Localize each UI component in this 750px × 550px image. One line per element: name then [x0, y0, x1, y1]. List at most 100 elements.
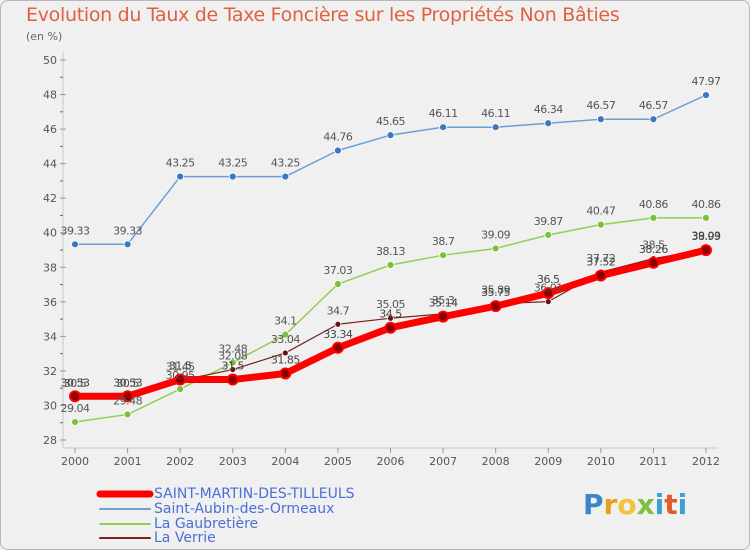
data-point-saint-martin-des-tilleuls-2004 — [279, 367, 292, 380]
x-tick-label-2011: 2011 — [639, 455, 667, 468]
legend-entry-la-verrie: La Verrie — [154, 530, 216, 546]
y-tick-label-34: 34 — [43, 330, 57, 343]
y-tick-label-48: 48 — [43, 89, 57, 102]
data-point-la-gaubretiere-2004 — [281, 330, 290, 339]
data-label-la-verrie-2000: 30.5 — [64, 377, 87, 390]
data-label-la-gaubretiere-2004: 34.1 — [274, 315, 297, 328]
data-label-saint-aubin-des-ormeaux-2005: 44.76 — [323, 131, 352, 144]
data-label-saint-martin-des-tilleuls-2010: 37.52 — [586, 256, 615, 269]
data-point-saint-martin-des-tilleuls-2010 — [594, 269, 607, 282]
data-label-saint-martin-des-tilleuls-2006: 34.5 — [379, 308, 402, 321]
legend-entry-la-gaubretiere: La Gaubretière — [154, 516, 259, 532]
data-point-saint-aubin-des-ormeaux-2012 — [702, 91, 710, 99]
data-label-la-verrie-2007: 35.3 — [432, 294, 455, 307]
data-point-saint-aubin-des-ormeaux-2000 — [71, 240, 79, 249]
data-point-la-verrie-2005 — [334, 320, 342, 328]
y-tick-label-28: 28 — [43, 434, 57, 447]
y-tick-label-36: 36 — [43, 296, 57, 309]
data-point-saint-aubin-des-ormeaux-2004 — [281, 172, 290, 181]
data-label-saint-aubin-des-ormeaux-2012: 47.97 — [692, 75, 721, 88]
data-point-saint-aubin-des-ormeaux-2005 — [334, 146, 342, 155]
data-point-saint-aubin-des-ormeaux-2001 — [123, 240, 132, 249]
data-label-la-verrie-2001: 30.5 — [116, 377, 139, 390]
y-tick-label-32: 32 — [43, 365, 57, 378]
y-unit-label: (en %) — [26, 30, 63, 43]
y-tick-label-44: 44 — [43, 158, 57, 171]
data-point-la-gaubretiere-2001 — [123, 410, 132, 419]
data-point-la-gaubretiere-2008 — [491, 244, 500, 253]
data-point-la-gaubretiere-2005 — [334, 280, 342, 288]
x-tick-label-2007: 2007 — [429, 455, 457, 468]
data-label-saint-aubin-des-ormeaux-2010: 46.57 — [586, 99, 615, 112]
data-point-la-verrie-2009 — [544, 298, 552, 306]
data-label-saint-aubin-des-ormeaux-2007: 46.11 — [429, 107, 458, 120]
data-label-la-gaubretiere-2005: 37.03 — [323, 264, 352, 277]
data-point-la-verrie-2003 — [229, 366, 237, 373]
data-point-saint-martin-des-tilleuls-2011 — [647, 256, 660, 269]
data-point-la-gaubretiere-2003 — [228, 358, 237, 367]
x-tick-label-2010: 2010 — [587, 455, 615, 468]
data-point-saint-martin-des-tilleuls-2006 — [384, 321, 397, 334]
data-point-saint-aubin-des-ormeaux-2002 — [176, 172, 185, 181]
data-point-saint-aubin-des-ormeaux-2006 — [386, 131, 395, 140]
data-label-saint-martin-des-tilleuls-2009: 36.5 — [537, 273, 560, 286]
data-point-saint-aubin-des-ormeaux-2008 — [491, 123, 500, 132]
chart-title: Evolution du Taux de Taxe Foncière sur l… — [26, 4, 620, 26]
data-label-saint-martin-des-tilleuls-2000: 30.53 — [61, 376, 90, 389]
data-label-la-verrie-2002: 31.45 — [166, 360, 195, 373]
x-tick-label-2009: 2009 — [534, 455, 562, 468]
data-point-saint-martin-des-tilleuls-2012 — [700, 244, 712, 257]
x-tick-label-2003: 2003 — [219, 455, 247, 468]
data-label-la-gaubretiere-2001: 29.48 — [113, 394, 142, 407]
y-tick-label-40: 40 — [43, 227, 57, 240]
data-label-saint-martin-des-tilleuls-2005: 33.34 — [323, 328, 352, 341]
data-point-saint-aubin-des-ormeaux-2010 — [596, 115, 605, 124]
data-label-la-verrie-2012: 39.03 — [692, 229, 721, 242]
x-tick-label-2006: 2006 — [377, 455, 405, 468]
data-point-saint-martin-des-tilleuls-2001 — [121, 390, 134, 403]
data-label-la-verrie-2004: 33.04 — [271, 333, 300, 346]
data-point-la-gaubretiere-2012 — [702, 213, 710, 222]
x-tick-label-2000: 2000 — [61, 455, 89, 468]
y-tick-label-30: 30 — [43, 399, 57, 412]
legend-entry-saint-aubin-des-ormeaux: Saint-Aubin-des-Ormeaux — [154, 501, 335, 517]
data-label-la-gaubretiere-2002: 30.95 — [166, 369, 195, 382]
x-tick-label-2005: 2005 — [324, 455, 352, 468]
data-label-la-verrie-2005: 34.7 — [327, 304, 350, 317]
data-point-saint-martin-des-tilleuls-2005 — [331, 341, 344, 354]
data-point-la-verrie-2004 — [281, 349, 289, 357]
data-label-la-verrie-2006: 35.05 — [376, 298, 405, 311]
data-label-saint-martin-des-tilleuls-2001: 30.53 — [113, 376, 142, 389]
data-point-saint-aubin-des-ormeaux-2003 — [228, 172, 237, 181]
data-label-saint-martin-des-tilleuls-2011: 38.26 — [639, 243, 668, 256]
data-point-saint-aubin-des-ormeaux-2009 — [544, 119, 553, 128]
data-label-la-gaubretiere-2000: 29.04 — [61, 402, 90, 415]
data-point-saint-martin-des-tilleuls-2007 — [437, 310, 450, 323]
y-tick-label-38: 38 — [43, 261, 57, 274]
data-label-saint-aubin-des-ormeaux-2008: 46.11 — [481, 107, 510, 120]
x-tick-label-2002: 2002 — [166, 455, 194, 468]
x-tick-label-2001: 2001 — [114, 455, 142, 468]
data-label-la-gaubretiere-2009: 39.87 — [534, 215, 563, 228]
data-point-saint-martin-des-tilleuls-2008 — [489, 300, 502, 313]
data-label-la-gaubretiere-2011: 40.86 — [639, 198, 668, 211]
data-label-la-verrie-2003: 32.08 — [218, 350, 247, 363]
data-label-la-verrie-2008: 35.89 — [481, 284, 510, 297]
data-label-saint-martin-des-tilleuls-2012: 38.99 — [692, 230, 721, 243]
data-point-saint-martin-des-tilleuls-2000 — [69, 390, 81, 403]
data-label-la-gaubretiere-2006: 38.13 — [376, 245, 405, 258]
data-label-saint-aubin-des-ormeaux-2000: 39.33 — [61, 224, 90, 237]
data-label-saint-martin-des-tilleuls-2008: 35.75 — [481, 286, 510, 299]
data-point-la-gaubretiere-2011 — [649, 213, 658, 222]
data-label-saint-aubin-des-ormeaux-2011: 46.57 — [639, 99, 668, 112]
proxiti-logo: Proxiti — [583, 488, 688, 521]
data-point-saint-martin-des-tilleuls-2002 — [174, 373, 187, 386]
data-label-saint-aubin-des-ormeaux-2001: 39.33 — [113, 224, 142, 237]
data-point-saint-martin-des-tilleuls-2009 — [542, 287, 555, 300]
data-label-saint-aubin-des-ormeaux-2004: 43.25 — [271, 157, 300, 170]
data-label-saint-martin-des-tilleuls-2002: 31.5 — [169, 360, 192, 373]
data-point-la-gaubretiere-2010 — [596, 220, 605, 229]
data-label-la-verrie-2009: 36.01 — [534, 282, 563, 295]
y-tick-label-46: 46 — [43, 123, 57, 136]
